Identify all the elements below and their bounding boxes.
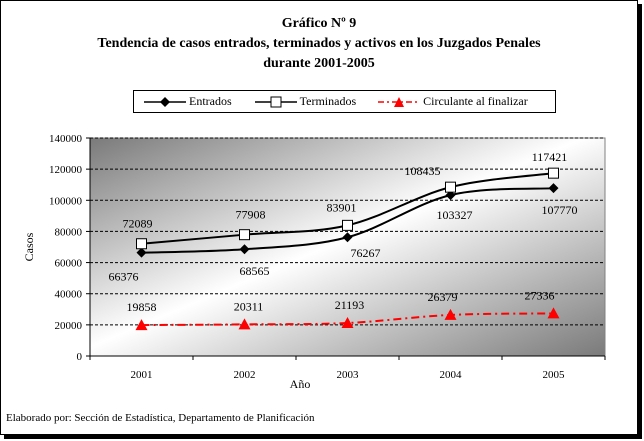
- x-tick-label: 2003: [337, 369, 360, 381]
- series-line-3: [141, 312, 554, 327]
- source-note: Elaborado por: Sección de Estadística, D…: [6, 412, 315, 424]
- title-line-2: Tendencia de casos entrados, terminados …: [97, 36, 541, 51]
- y-tick-label: 60000: [55, 258, 83, 270]
- x-tick-label: 2001: [131, 369, 153, 381]
- x-tick-label: 2005: [543, 369, 566, 381]
- legend-label-entrados: Entrados: [189, 94, 232, 108]
- title-line-1: Gráfico Nº 9: [281, 16, 357, 31]
- data-point: [342, 232, 353, 243]
- data-label: 77908: [236, 208, 266, 222]
- y-tick-label: 100000: [49, 195, 83, 207]
- data-label: 107770: [542, 203, 578, 217]
- y-tick-label: 80000: [55, 226, 83, 238]
- data-point: [239, 229, 250, 241]
- legend-label-circulante: Circulante al finalizar: [423, 94, 528, 108]
- data-label: 26379: [428, 290, 458, 304]
- y-tick-label: 120000: [49, 164, 83, 176]
- y-tick-label: 40000: [55, 289, 83, 301]
- diamond-marker-icon: [144, 96, 186, 107]
- data-point: [239, 244, 250, 255]
- data-label: 83901: [327, 200, 357, 214]
- data-point: [135, 319, 148, 331]
- y-tick-label: 140000: [49, 133, 83, 145]
- data-point: [547, 307, 560, 319]
- data-point: [238, 318, 251, 330]
- title-line-3: durante 2001-2005: [263, 56, 375, 71]
- data-point: [444, 308, 457, 320]
- data-point: [445, 181, 456, 193]
- data-label: 66376: [109, 270, 139, 284]
- y-tick-label: 20000: [55, 320, 83, 332]
- data-label: 19858: [127, 300, 157, 314]
- data-point: [341, 316, 354, 328]
- data-label: 76267: [351, 246, 381, 260]
- data-label: 27336: [525, 288, 555, 302]
- legend-label-terminados: Terminados: [299, 94, 357, 108]
- y-tick-label: 0: [77, 351, 83, 363]
- legend-item-entrados: Entrados: [144, 94, 232, 109]
- data-label: 103327: [437, 208, 473, 222]
- square-marker-icon: [254, 96, 297, 107]
- x-tick-label: 2002: [234, 369, 256, 381]
- data-label: 117421: [532, 150, 568, 164]
- data-label: 20311: [234, 299, 264, 313]
- triangle-marker-icon: [378, 96, 421, 107]
- data-point: [342, 219, 353, 231]
- x-tick-label: 2004: [440, 369, 463, 381]
- data-label: 72089: [123, 217, 153, 231]
- legend-item-terminados: Terminados: [254, 94, 357, 109]
- data-point: [136, 238, 147, 250]
- x-axis-label: Año: [290, 377, 311, 391]
- data-label: 68565: [240, 264, 270, 278]
- legend: Entrados Terminados Circulante al finali…: [133, 90, 556, 113]
- data-point: [548, 183, 559, 194]
- data-label: 108435: [405, 164, 441, 178]
- data-label: 21193: [335, 298, 365, 312]
- data-point: [548, 167, 559, 179]
- chart-title: Gráfico Nº 9 Tendencia de casos entrados…: [0, 14, 638, 74]
- data-point: [136, 247, 147, 258]
- legend-item-circulante: Circulante al finalizar: [378, 94, 528, 109]
- y-axis-label: Casos: [22, 232, 36, 261]
